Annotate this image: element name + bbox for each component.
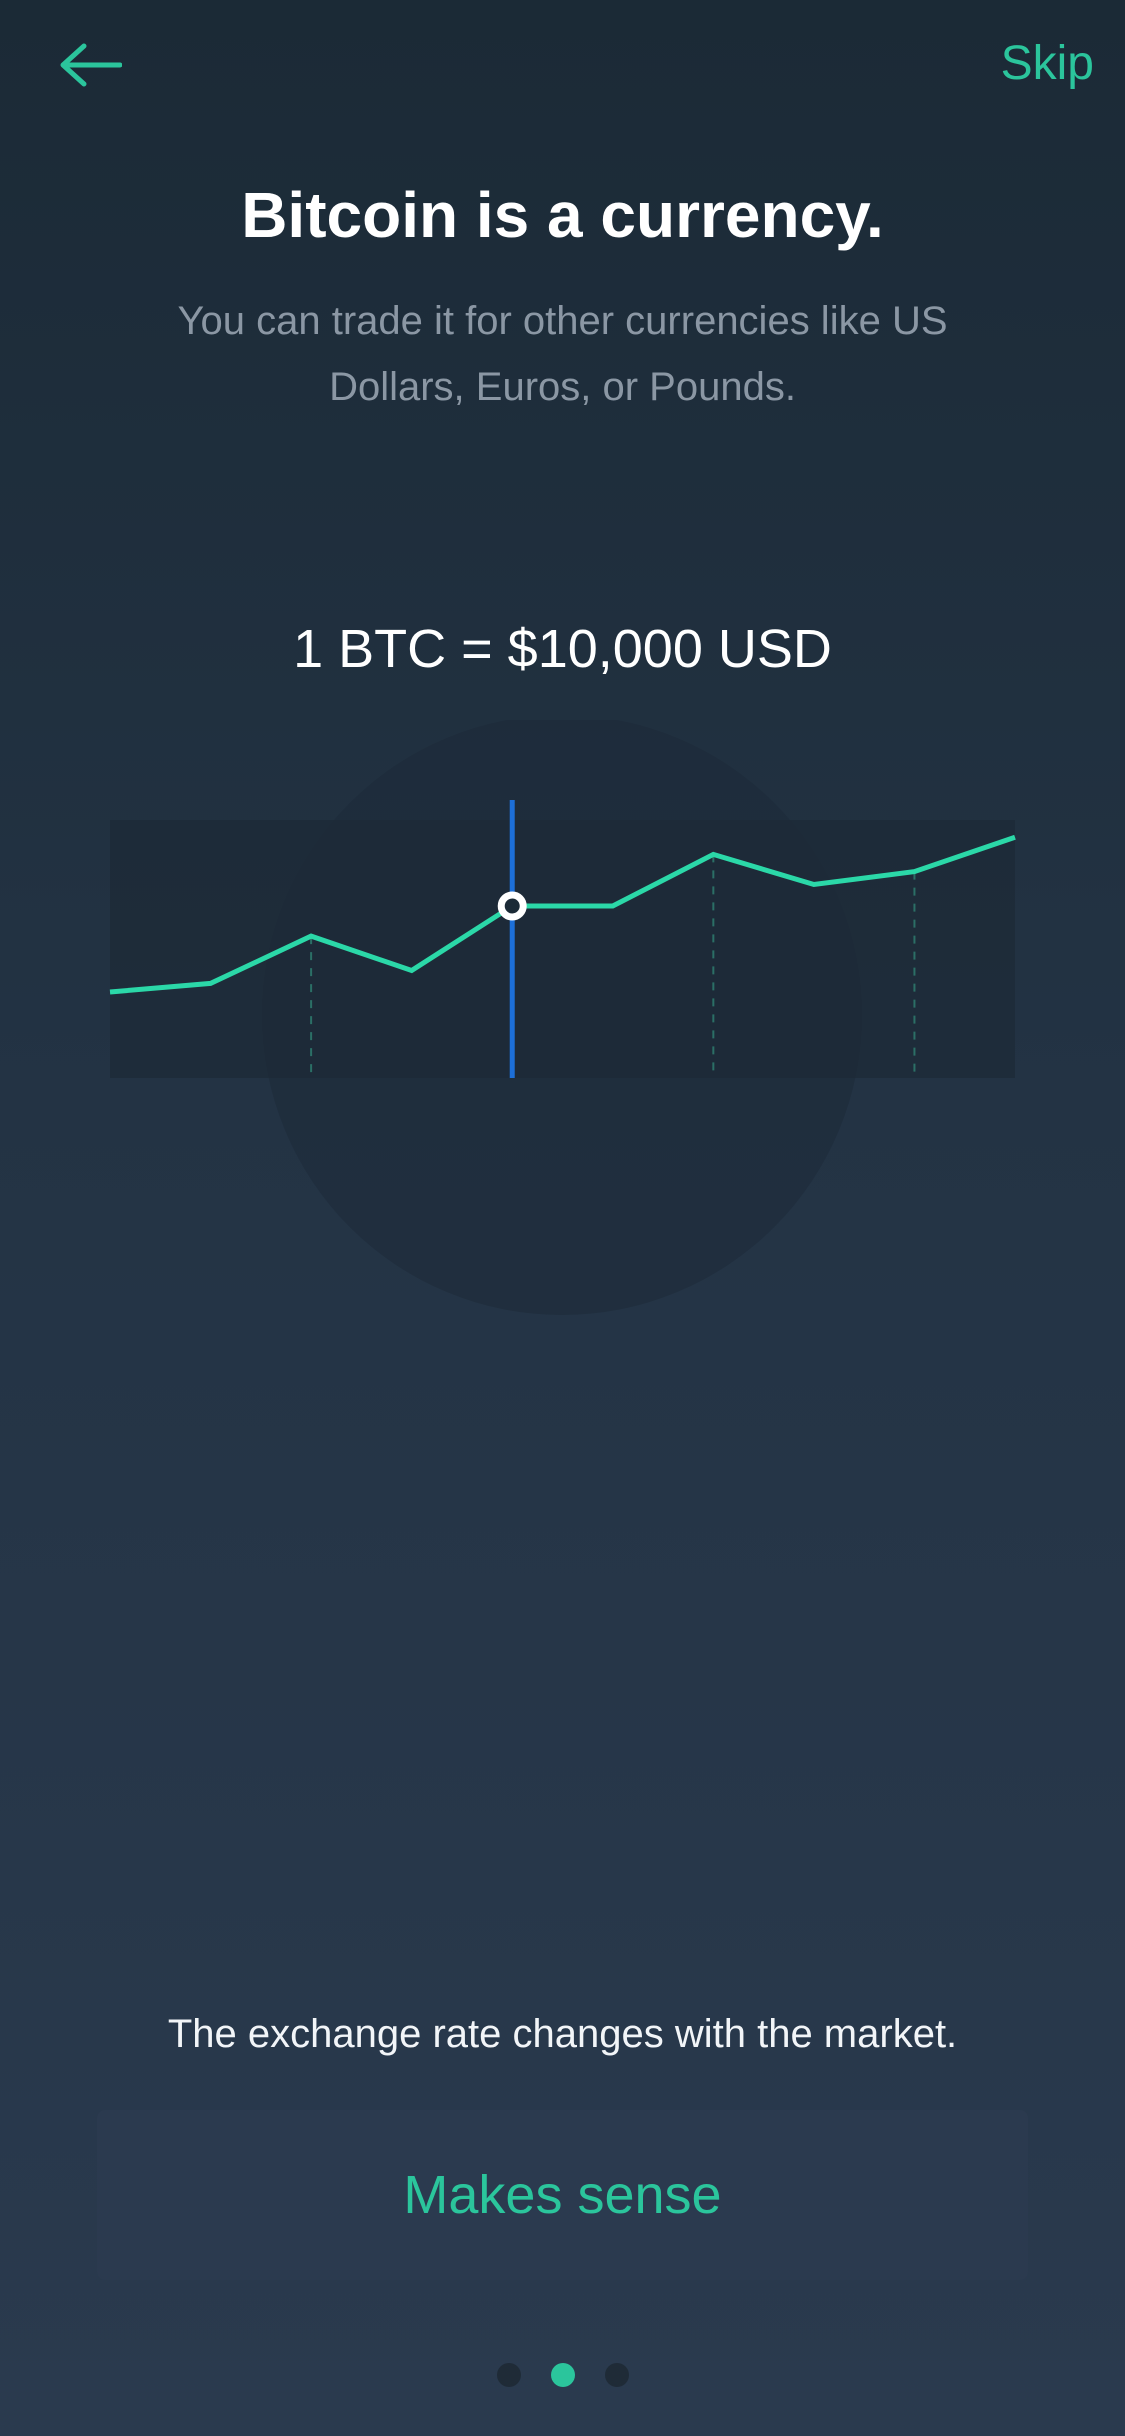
page-subtitle: You can trade it for other currencies li… xyxy=(177,299,948,409)
skip-link[interactable]: Skip xyxy=(1000,37,1094,90)
exchange-rate: 1 BTC = $10,000 USD xyxy=(293,619,832,679)
price-series-line xyxy=(109,834,1016,995)
page-title: Bitcoin is a currency. xyxy=(241,179,884,251)
arrow-left-icon xyxy=(60,43,122,87)
page-dot-3[interactable] xyxy=(604,2363,629,2387)
chart-plot-area xyxy=(110,820,1015,1078)
page-dot-1[interactable] xyxy=(496,2363,521,2387)
page-dot-2[interactable] xyxy=(550,2363,575,2387)
price-chart xyxy=(109,720,1016,1315)
makes-sense-button[interactable]: Makes sense xyxy=(97,2110,1028,2280)
exchange-note: The exchange rate changes with the marke… xyxy=(167,2012,958,2056)
back-button[interactable] xyxy=(50,30,130,100)
pagination xyxy=(0,2363,1125,2387)
chart-selected-point[interactable] xyxy=(497,891,527,921)
